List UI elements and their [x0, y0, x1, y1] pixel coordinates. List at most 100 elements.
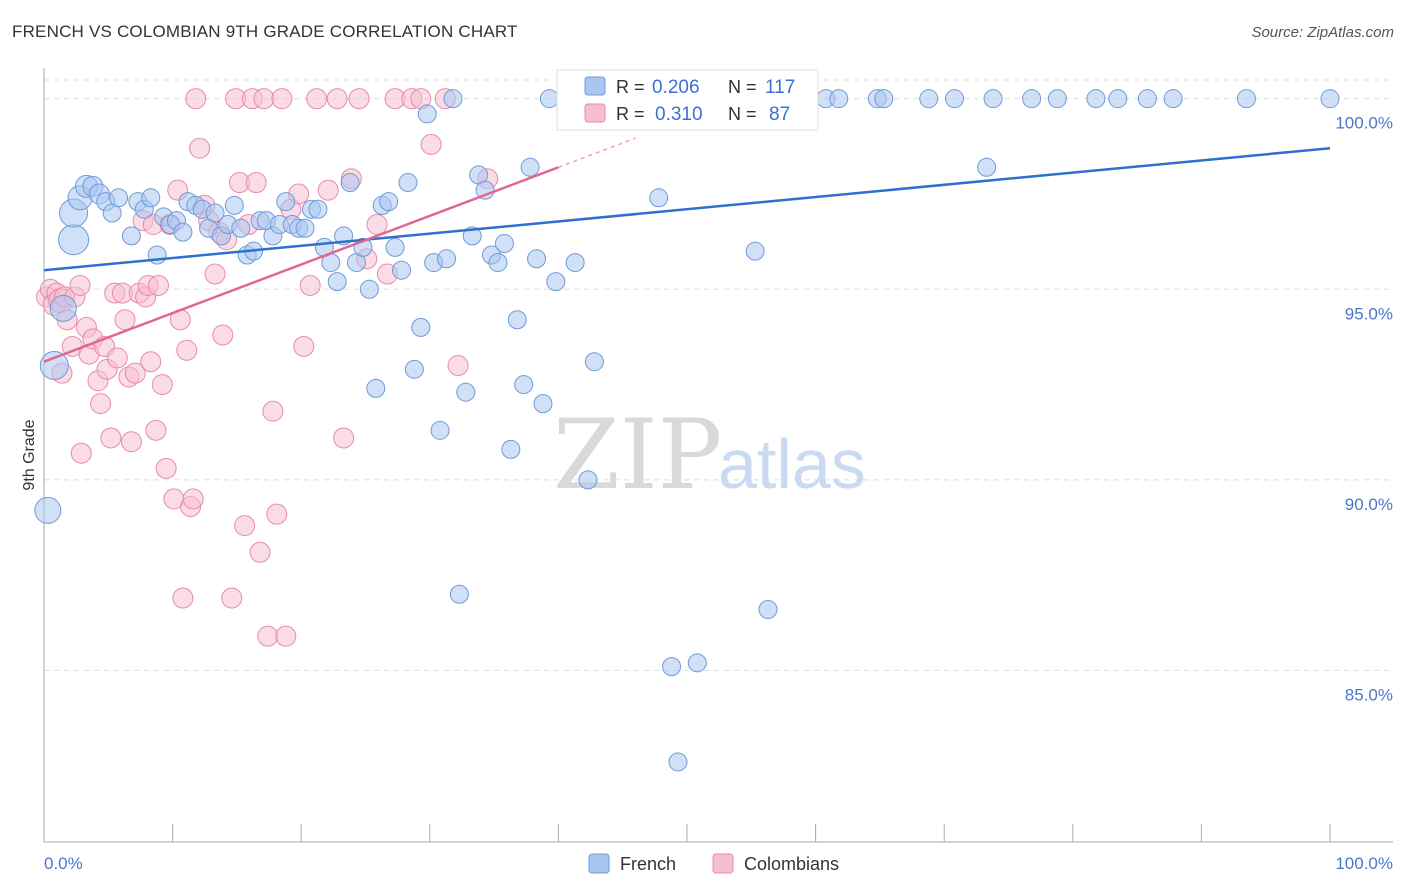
colombian-point-46	[189, 137, 211, 159]
french-point-113	[1320, 89, 1340, 109]
french-point-61	[437, 249, 457, 269]
colombian-point-69	[293, 335, 315, 357]
french-point-99	[829, 89, 849, 109]
french-point-95	[745, 241, 765, 261]
colombian-point-35	[151, 374, 173, 396]
french-point-87	[649, 188, 669, 208]
french-point-36	[276, 192, 296, 212]
legend-top: R = 0.206 N = 117 R = 0.310 N = 87	[556, 69, 819, 131]
colombian-point-61	[253, 88, 275, 110]
french-point-55	[398, 173, 418, 193]
colombian-point-64	[266, 503, 288, 525]
legend-french-r-label: R =	[616, 77, 645, 97]
colombian-point-41	[172, 587, 194, 609]
legend-colombian-r-value: 0.310	[655, 104, 703, 125]
french-point-109	[1108, 89, 1128, 109]
french-point-106	[1022, 89, 1042, 109]
colombian-point-83	[420, 133, 442, 155]
colombian-point-51	[212, 324, 234, 346]
french-point-15	[141, 188, 161, 208]
colombian-point-53	[221, 587, 243, 609]
french-point-20	[173, 222, 193, 242]
y-axis-label: 9th Grade	[21, 419, 38, 490]
french-point-107	[1047, 89, 1067, 109]
colombian-point-62	[257, 625, 279, 647]
legend-colombian-n-label: N =	[728, 104, 757, 124]
y-tick-label-2: 95.0%	[1345, 304, 1393, 323]
colombian-point-31	[140, 351, 162, 373]
colombian-point-76	[348, 88, 370, 110]
colombian-point-49	[204, 263, 226, 285]
y-tick-label-3: 100.0%	[1335, 114, 1393, 133]
legend-colombian-r-label: R =	[616, 104, 645, 124]
y-tick-labels: 85.0% 90.0% 95.0% 100.0%	[1335, 114, 1393, 705]
french-point-52	[379, 192, 399, 212]
french-point-44	[327, 272, 347, 292]
french-point-82	[584, 352, 604, 372]
french-point-96	[758, 599, 778, 619]
french-point-57	[411, 317, 431, 337]
french-point-108	[1086, 89, 1106, 109]
legend-colombian-swatch	[584, 103, 606, 123]
legend-bottom: French Colombians	[588, 853, 839, 874]
french-point-63	[449, 584, 469, 604]
french-point-56	[404, 359, 424, 379]
legend-bottom-french-swatch	[588, 853, 610, 874]
french-point-50	[366, 378, 386, 398]
legend-french-n-label: N =	[728, 77, 757, 97]
x-tick-label-min: 0.0%	[44, 854, 83, 873]
french-point-2	[49, 294, 77, 322]
french-point-74	[520, 157, 540, 177]
french-trend-line	[43, 146, 1331, 272]
axes	[43, 68, 1393, 843]
french-point-54	[392, 260, 412, 280]
colombian-point-56	[234, 515, 256, 537]
french-point-77	[539, 89, 559, 109]
colombian-point-59	[245, 172, 267, 194]
colombian-point-73	[326, 88, 348, 110]
french-point-71	[501, 439, 521, 459]
french-point-60	[430, 420, 450, 440]
french-point-76	[533, 394, 553, 414]
legend-french-swatch	[584, 76, 606, 96]
french-point-103	[944, 89, 964, 109]
grid-lines	[44, 79, 1393, 671]
french-points	[34, 89, 1340, 772]
colombian-trend-extension	[558, 137, 636, 168]
french-point-70	[494, 234, 514, 254]
watermark-zip: ZIP	[553, 399, 722, 511]
french-point-101	[874, 89, 894, 109]
french-point-29	[231, 218, 251, 238]
y-tick-label-1: 90.0%	[1345, 495, 1393, 514]
french-point-75	[527, 249, 547, 269]
french-point-12	[121, 226, 141, 246]
french-point-72	[507, 310, 527, 330]
french-point-3	[58, 224, 90, 256]
colombians-points	[36, 88, 499, 647]
french-point-67	[475, 180, 495, 200]
colombian-point-34	[147, 274, 169, 296]
french-point-49	[359, 279, 379, 299]
french-point-73	[514, 375, 534, 395]
colombian-trend-line	[43, 166, 559, 363]
french-point-0	[34, 496, 62, 524]
legend-colombian-n-value: 87	[769, 104, 790, 125]
french-point-112	[1236, 89, 1256, 109]
french-point-88	[662, 657, 682, 677]
french-point-58	[417, 104, 437, 124]
legend-french-n-value: 117	[765, 77, 795, 98]
french-point-41	[308, 199, 328, 219]
french-point-62	[443, 89, 463, 109]
french-point-28	[224, 195, 244, 215]
french-point-69	[488, 253, 508, 273]
colombian-point-26	[124, 362, 146, 384]
y-tick-label-0: 85.0%	[1345, 685, 1393, 704]
french-point-110	[1137, 89, 1157, 109]
legend-french-r-value: 0.206	[652, 77, 700, 98]
colombian-point-74	[333, 427, 355, 449]
colombian-point-78	[366, 213, 388, 235]
french-point-81	[578, 470, 598, 490]
colombian-point-44	[182, 488, 204, 510]
french-point-11	[109, 188, 129, 208]
french-point-111	[1163, 89, 1183, 109]
